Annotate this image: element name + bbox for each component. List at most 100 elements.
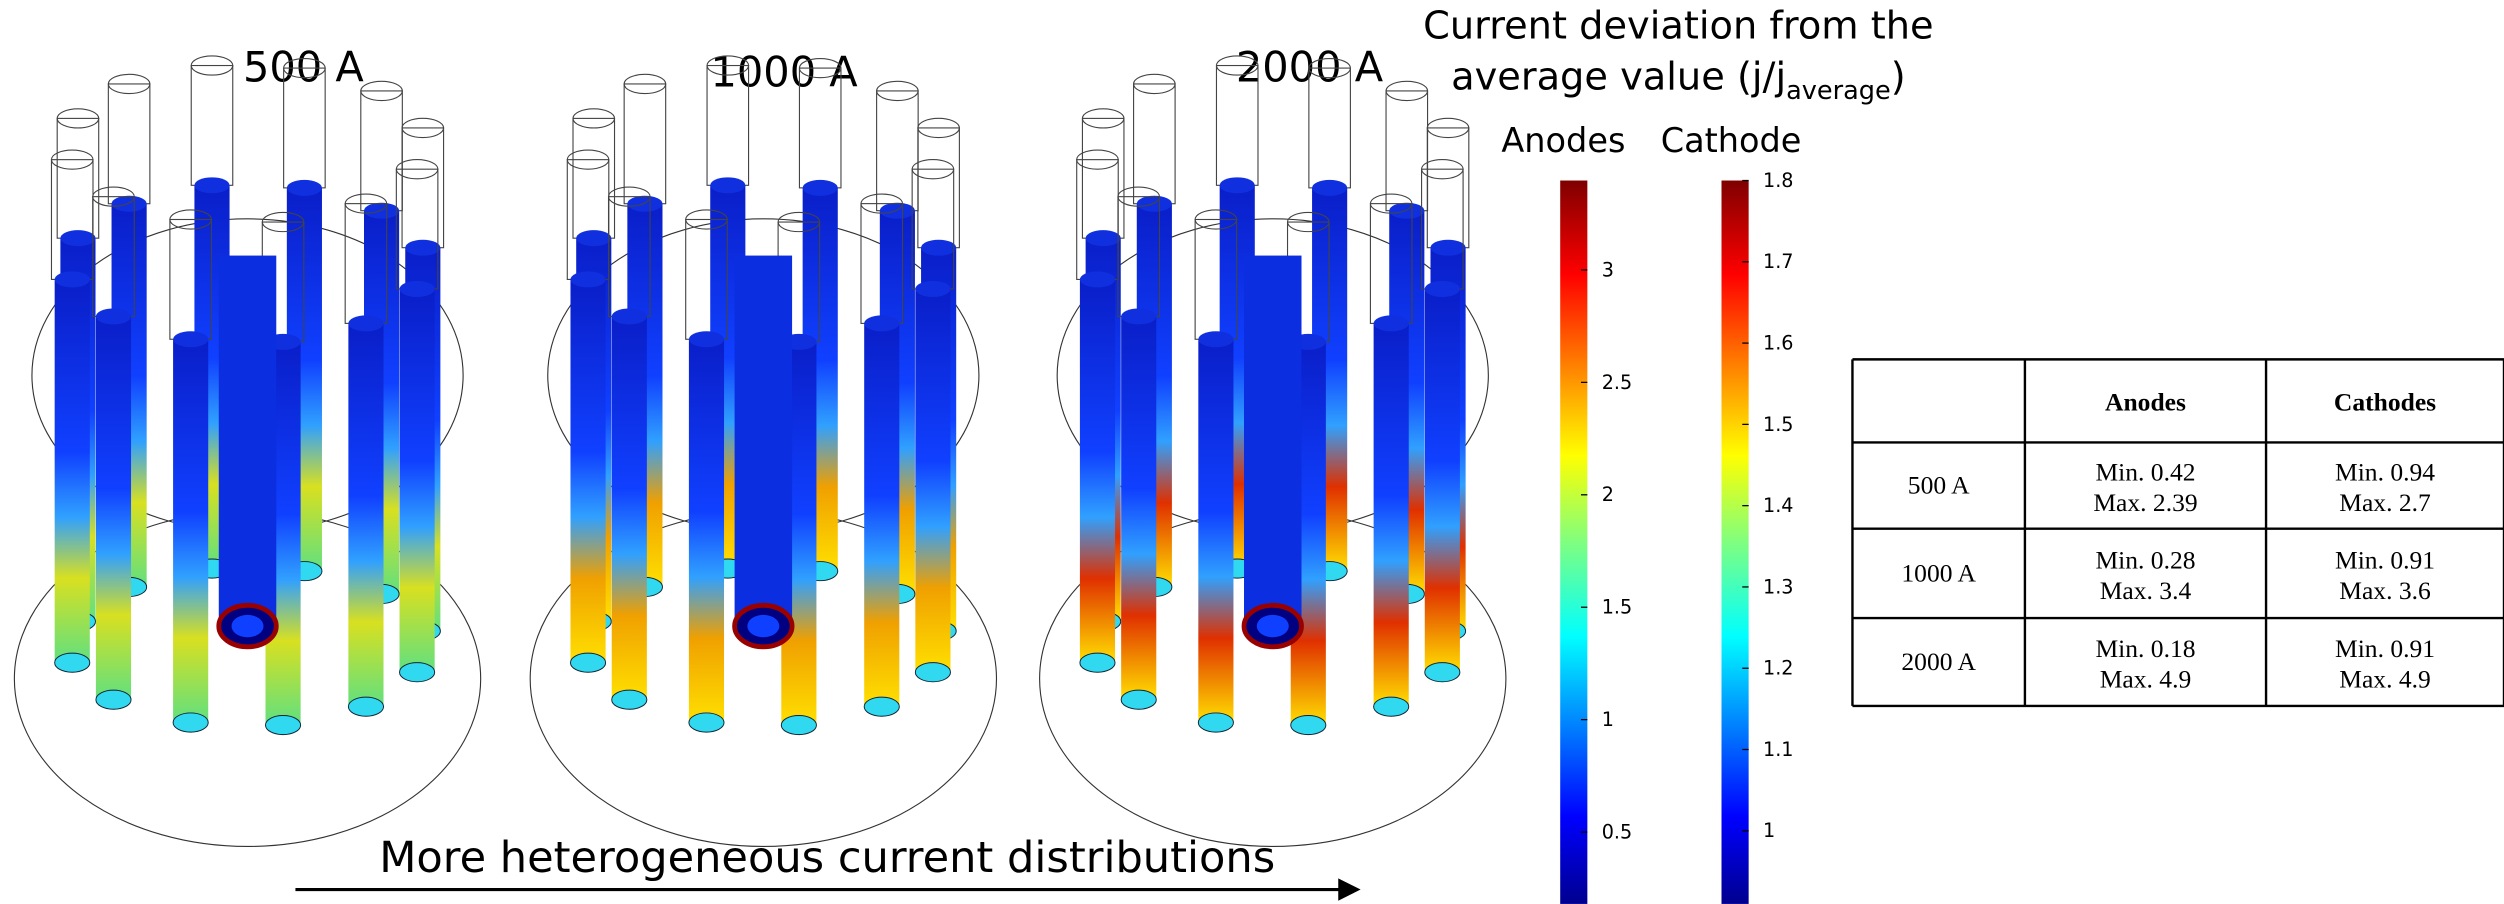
colorbar-title: Current deviation from the average value… <box>1423 3 1934 159</box>
rod-top <box>1080 271 1115 287</box>
rod-top <box>1220 177 1255 193</box>
rod-top <box>689 331 724 347</box>
colorbar-tick-label: 1 <box>1602 708 1614 731</box>
rod-top <box>1086 230 1121 246</box>
rod-top <box>710 177 745 193</box>
table-cell: Min. 0.91 <box>2335 546 2435 575</box>
rod-cap <box>1121 690 1156 709</box>
rod <box>173 339 208 722</box>
rod-top <box>1137 196 1172 212</box>
rod-top <box>194 177 229 193</box>
row-label: 500 A <box>1908 471 1970 500</box>
colorbar-label: Cathode <box>1661 121 1802 160</box>
rod-cap <box>570 653 605 672</box>
rod <box>1198 339 1233 722</box>
table-cell: Min. 0.42 <box>2095 458 2195 487</box>
table-cell: Min. 0.94 <box>2335 458 2435 487</box>
rod-top <box>400 281 435 297</box>
rod-cap <box>1080 653 1115 672</box>
rod-cap <box>1425 663 1460 682</box>
table-cell: Max. 2.39 <box>2093 488 2197 517</box>
figure: 500 A 1000 A 2000 A Current deviation fr… <box>0 0 2504 904</box>
colorbar-ticks: 32.521.510.51.81.71.61.51.41.31.21.11 <box>1581 169 1794 844</box>
colorbar-tick-label: 1.5 <box>1602 596 1632 619</box>
rod <box>55 279 90 662</box>
renders <box>14 56 1506 846</box>
rod-cap <box>612 690 647 709</box>
outline-rod <box>108 84 150 204</box>
rod-cap <box>265 716 300 735</box>
rod-top <box>1312 180 1347 196</box>
rod <box>1374 323 1409 706</box>
rod-cap <box>400 663 435 682</box>
rod-top <box>55 271 90 287</box>
rod-cap <box>348 697 383 716</box>
colorbar-tick-label: 1 <box>1763 819 1775 842</box>
center-rod <box>219 256 276 626</box>
rod-top <box>921 240 956 256</box>
rod-cap <box>1198 713 1233 732</box>
colorbar-tick-label: 2 <box>1602 483 1614 506</box>
colorbar-tick-label: 3 <box>1602 258 1614 281</box>
rod-cap <box>1291 716 1326 735</box>
outline-rod <box>1134 84 1176 204</box>
rod-cap <box>864 697 899 716</box>
table-cell: Max. 2.7 <box>2339 488 2431 517</box>
rod <box>96 316 131 699</box>
row-label: 2000 A <box>1901 647 1976 676</box>
row-label: 1000 A <box>1901 558 1976 587</box>
colorbar-title-line: Current deviation from the <box>1423 3 1934 48</box>
rod-top <box>112 196 147 212</box>
rod-cap <box>915 663 950 682</box>
rod-top <box>915 281 950 297</box>
rod-top <box>287 180 322 196</box>
rod <box>689 339 724 722</box>
colorbar-label: Anodes <box>1501 121 1625 160</box>
colorbar-tick-label: 1.6 <box>1763 331 1793 354</box>
arrow: More heterogeneous current distributions <box>295 833 1360 901</box>
rod-cap <box>96 690 131 709</box>
rod-top <box>96 308 131 324</box>
rod-top <box>1374 315 1409 331</box>
colorbar-title-line: average value (j/javerage) <box>1451 54 1906 106</box>
rod-top <box>803 180 838 196</box>
table-cell: Max. 4.9 <box>2100 665 2192 694</box>
center-core <box>1257 615 1289 637</box>
rod <box>915 289 950 672</box>
colorbar-tick-label: 1.3 <box>1763 575 1793 598</box>
rod-top <box>1425 281 1460 297</box>
anodes-colorbar <box>1560 181 1587 904</box>
table-cell: Min. 0.18 <box>2095 634 2195 663</box>
outline-rod <box>191 66 233 186</box>
rod-cap <box>781 716 816 735</box>
rod <box>348 323 383 706</box>
panel-titles: 500 A 1000 A 2000 A <box>243 43 1384 97</box>
title-subscript: average <box>1786 76 1891 106</box>
center-rod <box>1244 256 1301 626</box>
center-core <box>232 615 264 637</box>
arrow-head <box>1338 878 1360 900</box>
table-cell: Max. 3.4 <box>2100 576 2192 605</box>
rod <box>570 279 605 662</box>
rod-top <box>612 308 647 324</box>
rod-top <box>1430 240 1465 256</box>
table-header: Cathodes <box>2334 387 2436 416</box>
rod <box>1080 279 1115 662</box>
rod-top <box>880 203 915 219</box>
rod-top <box>627 196 662 212</box>
table-cell: Max. 4.9 <box>2339 665 2431 694</box>
colorbar-tick-label: 1.7 <box>1763 250 1793 273</box>
rod-top <box>173 331 208 347</box>
panel-title: 1000 A <box>710 47 858 96</box>
rod-cap <box>55 653 90 672</box>
table-cell: Min. 0.91 <box>2335 634 2435 663</box>
arrow-label: More heterogeneous current distributions <box>379 833 1275 883</box>
rod-top <box>348 315 383 331</box>
title-text: average value (j/j <box>1451 54 1786 99</box>
rod-top <box>405 240 440 256</box>
rod-top <box>864 315 899 331</box>
rod-top <box>60 230 95 246</box>
rod-top <box>1198 331 1233 347</box>
center-rod <box>735 256 792 626</box>
